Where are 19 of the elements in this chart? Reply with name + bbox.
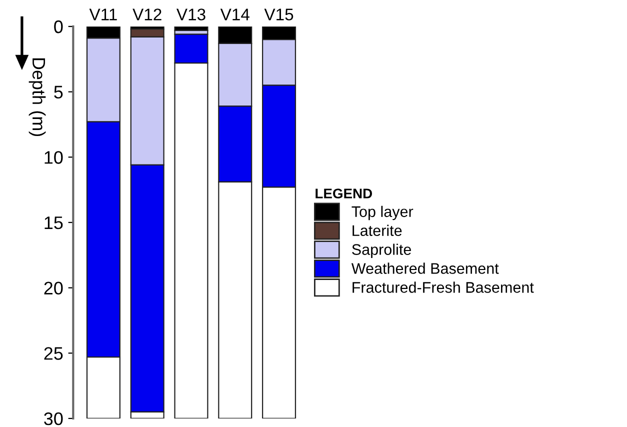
y-tick-label: 5 — [54, 86, 63, 99]
legend-label: Saprolite — [352, 244, 411, 258]
legend-label: Weathered Basement — [351, 262, 499, 274]
y-tick-label: 20 — [44, 282, 63, 295]
x-tick-label: V15 — [264, 8, 294, 20]
x-tick-label: V12 — [132, 8, 162, 20]
legend-label: Fractured-Fresh Basement — [352, 282, 534, 293]
y-tick-label: 25 — [44, 347, 63, 360]
y-tick-label: 30 — [44, 412, 63, 426]
legend-label: Top layer — [352, 206, 414, 220]
x-tick-label: V13 — [176, 8, 206, 20]
legend-label: Laterite — [352, 224, 402, 236]
y-tick-label: 0 — [54, 20, 63, 34]
x-tick-label: V14 — [220, 8, 250, 20]
y-tick-label: 15 — [44, 216, 63, 230]
y-axis-title: Depth (m) — [28, 58, 46, 136]
x-tick-label: V11 — [89, 8, 117, 20]
legend-title: LEGEND — [316, 188, 372, 198]
y-tick-label: 10 — [44, 151, 63, 164]
